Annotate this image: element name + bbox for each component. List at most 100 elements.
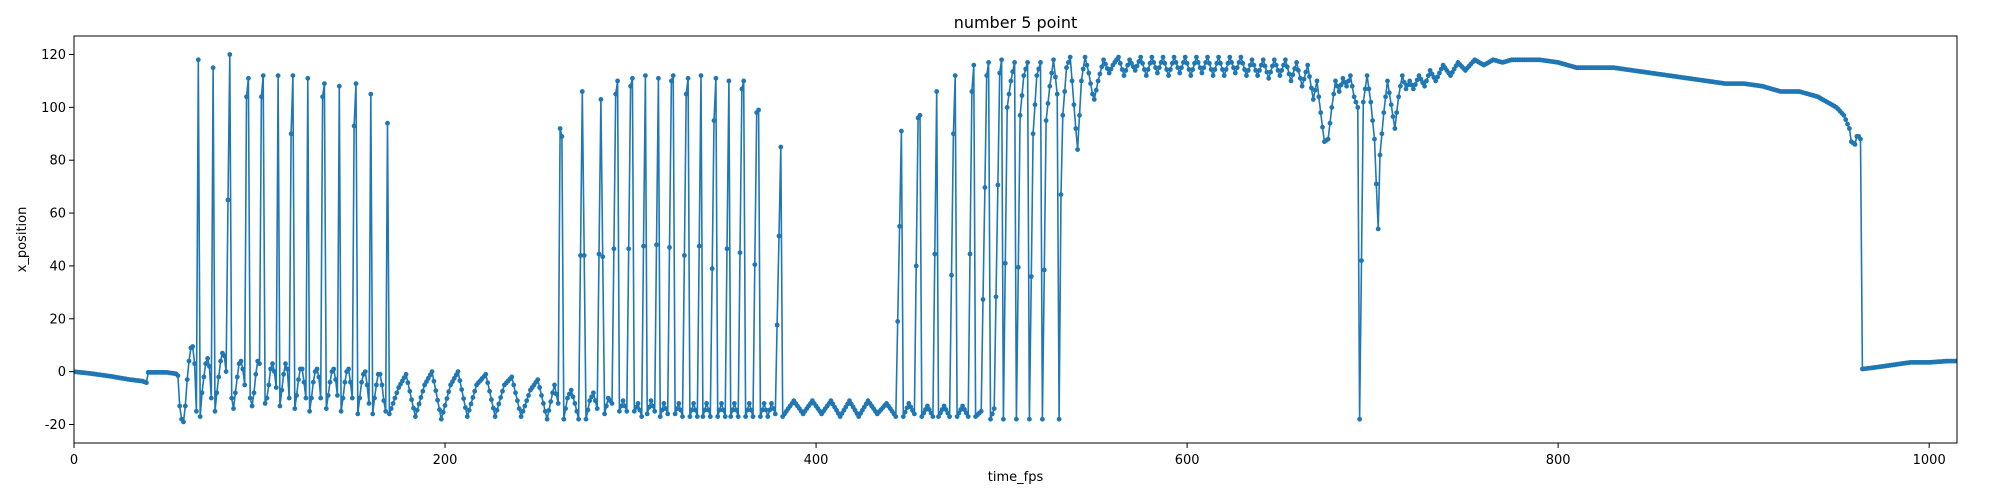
data-point: [296, 377, 301, 382]
data-point: [1342, 79, 1348, 85]
data-point: [1073, 126, 1079, 131]
data-point: [574, 408, 580, 414]
data-point: [1231, 65, 1236, 71]
data-point: [418, 395, 424, 400]
data-point: [568, 387, 574, 393]
data-point: [633, 404, 639, 410]
data-point: [991, 406, 997, 411]
data-point: [199, 390, 205, 396]
data-point: [565, 395, 570, 401]
data-point: [1136, 59, 1142, 64]
data-point: [1360, 99, 1366, 105]
data-point: [303, 395, 309, 401]
data-point: [210, 65, 216, 71]
data-point: [1338, 82, 1344, 88]
data-point: [1186, 67, 1192, 72]
data-point: [622, 403, 628, 409]
data-point: [683, 91, 689, 97]
data-point: [518, 414, 524, 419]
data-point: [195, 57, 201, 63]
data-point: [1168, 67, 1173, 72]
data-point: [301, 379, 307, 385]
data-point: [288, 131, 294, 137]
data-point: [420, 388, 426, 394]
data-point: [984, 73, 990, 78]
data-point: [1264, 69, 1270, 75]
data-point: [1366, 86, 1372, 92]
data-point: [1179, 65, 1184, 71]
data-point: [1049, 70, 1055, 76]
data-point: [555, 401, 561, 406]
data-point: [1173, 60, 1179, 65]
data-point: [194, 408, 199, 414]
data-point: [340, 395, 346, 401]
data-point: [238, 358, 244, 364]
data-point: [513, 390, 518, 396]
data-point: [1036, 66, 1042, 72]
data-point: [466, 407, 472, 413]
data-point: [1268, 69, 1273, 75]
y-tick-label: 120: [41, 48, 66, 63]
data-point: [1116, 54, 1121, 60]
data-point: [1064, 65, 1069, 71]
data-point: [722, 414, 728, 419]
data-point: [1192, 60, 1197, 66]
data-point: [1331, 91, 1337, 97]
data-point: [1240, 60, 1246, 66]
data-point: [691, 401, 696, 406]
y-tick-label: 20: [49, 312, 66, 327]
data-point: [1008, 78, 1014, 84]
data-point: [635, 401, 641, 406]
data-point: [1286, 71, 1292, 77]
data-point: [290, 73, 296, 78]
data-point: [689, 407, 695, 413]
x-tick-label: 600: [1175, 453, 1200, 468]
data-point: [1414, 77, 1420, 83]
data-point: [1099, 64, 1105, 70]
data-point: [253, 371, 259, 377]
data-point: [1253, 68, 1259, 73]
data-point: [281, 371, 286, 377]
data-point: [377, 371, 383, 377]
data-point: [1014, 416, 1019, 422]
data-point: [1852, 142, 1858, 147]
data-point: [1207, 60, 1212, 66]
y-tick-label: -20: [45, 418, 66, 433]
data-point: [1119, 67, 1125, 72]
data-point: [459, 387, 465, 392]
data-point: [1385, 78, 1390, 84]
data-point: [1310, 97, 1316, 102]
data-point: [1266, 75, 1272, 81]
data-point: [700, 414, 706, 419]
data-point: [1351, 94, 1357, 100]
data-point: [1225, 60, 1231, 66]
data-point: [435, 397, 440, 403]
data-point: [1195, 60, 1201, 65]
data-point: [971, 62, 977, 68]
data-point: [1177, 70, 1183, 76]
data-point: [1273, 62, 1279, 68]
data-point: [674, 406, 680, 411]
data-point: [1236, 60, 1242, 65]
data-point: [1301, 76, 1307, 82]
data-point: [346, 366, 351, 372]
data-point: [604, 403, 609, 409]
data-point: [325, 393, 331, 398]
data-point: [1062, 89, 1068, 94]
data-point: [559, 134, 565, 139]
data-point: [455, 369, 461, 374]
data-point: [335, 393, 340, 398]
data-point: [596, 251, 602, 257]
data-point: [1427, 68, 1433, 73]
data-point: [570, 394, 576, 400]
data-point: [1201, 65, 1207, 71]
data-point: [1424, 78, 1429, 84]
data-point: [652, 408, 658, 414]
data-point: [719, 401, 724, 406]
data-point: [739, 86, 745, 92]
data-point: [748, 407, 754, 413]
data-point: [1381, 110, 1387, 115]
data-point: [1218, 60, 1223, 66]
data-point: [1038, 60, 1043, 65]
data-point: [498, 395, 504, 400]
